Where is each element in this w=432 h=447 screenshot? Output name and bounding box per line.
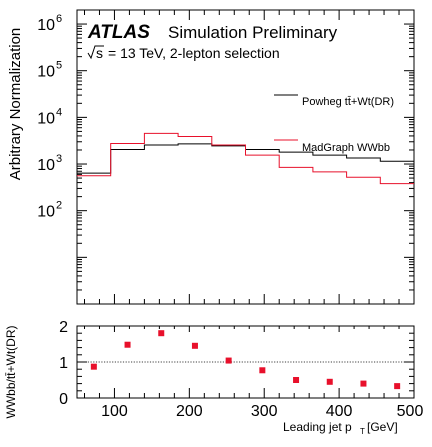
legend-label-powheg: Powheg tt̄+Wt(DR) — [302, 96, 394, 108]
ratio-point — [360, 380, 367, 387]
sqrt-symbol — [87, 45, 104, 60]
ratio-y-tick-label-2: 2 — [59, 319, 68, 336]
histogram-series-madgraph — [77, 132, 414, 185]
main-x-ticks — [83, 10, 415, 304]
ratio-y-axis-label: WWbb/tt̄+Wt(DR) — [4, 326, 18, 419]
x-axis-title: Leading jet p T [GeV] — [283, 420, 398, 436]
main-y-tick-label-base: 10 — [37, 64, 55, 81]
ratio-x-tick-label-500: 500 — [397, 403, 424, 420]
ratio-y-tick-label-1: 1 — [59, 355, 68, 372]
ratio-point — [394, 383, 401, 390]
ratio-point — [191, 342, 198, 349]
main-y-tick-label-exponent: 3 — [56, 153, 62, 165]
ratio-panel: 100 200 300 400 500 0 1 2 WWbb/tt̄+Wt(DR… — [4, 319, 423, 436]
ratio-points — [90, 330, 401, 390]
ratio-point — [225, 357, 232, 364]
main-y-tick-label-exponent: 5 — [56, 60, 62, 72]
ratio-x-tick-label-400: 400 — [326, 403, 353, 420]
main-y-ticks — [77, 9, 414, 305]
atlas-label: ATLAS — [87, 22, 150, 43]
ratio-x-tick-label-200: 200 — [176, 403, 203, 420]
ratio-point — [90, 363, 97, 370]
status-label: Simulation Preliminary — [168, 23, 338, 42]
energy-label: s = 13 TeV, 2-lepton selection — [87, 45, 280, 61]
legend-label-madgraph: MadGraph WWbb — [302, 142, 390, 154]
energy-selection-text: = 13 TeV, 2-lepton selection — [108, 45, 280, 61]
main-y-tick-label-base: 10 — [37, 17, 55, 34]
ratio-y-tick-label-0: 0 — [59, 391, 68, 408]
ratio-y-ticks — [77, 325, 414, 399]
main-y-tick-label-base: 10 — [37, 110, 55, 127]
x-axis-label-subscript: T — [360, 427, 365, 436]
ratio-point — [326, 378, 333, 385]
main-y-tick-label-exponent: 2 — [56, 200, 62, 212]
x-axis-label: Leading jet p — [283, 420, 352, 434]
main-y-tick-label-exponent: 4 — [56, 106, 62, 118]
main-series-lines — [77, 132, 414, 185]
main-y-tick-label-base: 10 — [37, 204, 55, 221]
ratio-x-ticks — [83, 326, 415, 398]
main-y-tick-label-base: 10 — [37, 157, 55, 174]
ratio-point — [293, 377, 300, 383]
main-plot-frame — [76, 9, 415, 305]
x-axis-label-unit: [GeV] — [367, 420, 398, 434]
ratio-x-tick-label-100: 100 — [101, 403, 128, 420]
ratio-point — [259, 367, 266, 374]
main-y-tick-label-exponent: 6 — [56, 13, 62, 25]
sqrt-s-text: s — [96, 45, 103, 61]
main-y-axis-label: Arbitrary Normalization — [7, 28, 24, 181]
ratio-point — [124, 341, 131, 348]
ratio-point — [158, 330, 165, 337]
ratio-x-tick-label-300: 300 — [251, 403, 278, 420]
legend: Powheg tt̄+Wt(DR) MadGraph WWbb — [274, 94, 394, 154]
